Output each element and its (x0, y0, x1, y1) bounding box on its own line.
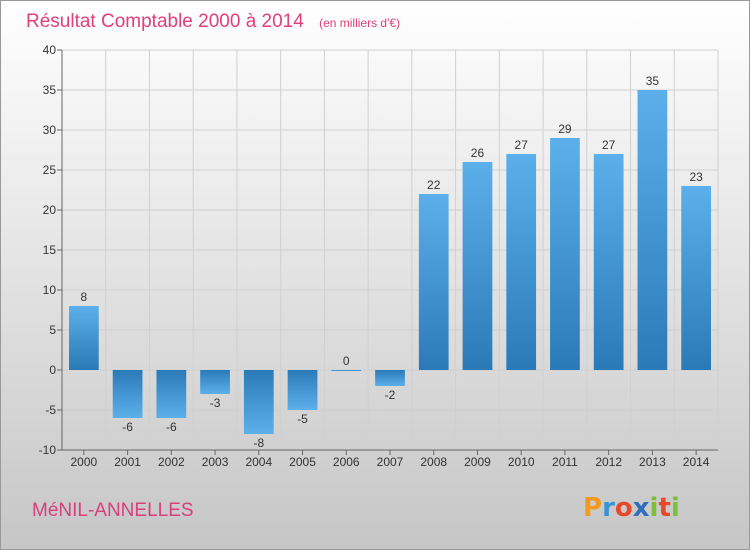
x-tick-label-2007: 2007 (377, 455, 404, 469)
data-label-2001: -6 (122, 420, 133, 434)
data-label-2002: -6 (166, 420, 177, 434)
bar-2010 (506, 154, 537, 370)
bar-2013 (637, 90, 668, 370)
y-tick-label: 0 (49, 363, 56, 377)
chart-subtitle: (en milliers d'€) (319, 16, 400, 30)
x-tick-label-2003: 2003 (202, 455, 229, 469)
logo-text: Proxiti (583, 493, 680, 523)
bar-2003 (200, 370, 230, 394)
data-label-2006: 0 (343, 354, 350, 368)
bar-2009 (462, 162, 493, 370)
y-tick-label: 30 (43, 123, 57, 137)
data-label-2007: -2 (385, 388, 396, 402)
y-tick-label: 15 (43, 243, 57, 257)
bar-2008 (418, 194, 449, 370)
y-tick-label: 10 (43, 283, 57, 297)
x-tick-label-2009: 2009 (464, 455, 491, 469)
x-tick-label-2005: 2005 (289, 455, 316, 469)
y-tick-label: -10 (39, 443, 57, 457)
x-tick-label-2014: 2014 (683, 455, 710, 469)
x-tick-label-2008: 2008 (420, 455, 447, 469)
x-tick-label-2001: 2001 (114, 455, 141, 469)
bar-2007 (375, 370, 405, 386)
y-tick-label: 40 (43, 43, 57, 57)
x-tick-label-2000: 2000 (71, 455, 98, 469)
y-tick-label: 5 (49, 323, 56, 337)
bar-2011 (550, 138, 580, 370)
place-name: MéNIL-ANNELLES (32, 500, 194, 521)
data-label-2004: -8 (253, 436, 264, 450)
data-label-2000: 8 (81, 290, 88, 304)
data-label-2009: 26 (471, 146, 485, 160)
y-tick-label: 20 (43, 203, 57, 217)
bar-2001 (112, 370, 143, 418)
x-tick-label-2002: 2002 (158, 455, 185, 469)
y-tick-label: -5 (45, 403, 56, 417)
bar-2002 (156, 370, 187, 418)
axis-layer: -10 -5 0 5 10 15 20 25 30 35 40 2000 2001 2002 2003 200… (39, 43, 718, 469)
bar-2014 (681, 186, 712, 370)
data-label-2010: 27 (515, 138, 529, 152)
data-label-2003: -3 (210, 396, 221, 410)
x-tick-label-2011: 2011 (552, 455, 578, 469)
data-label-2005: -5 (297, 412, 308, 426)
data-label-2013: 35 (646, 74, 660, 88)
data-label-2012: 27 (602, 138, 616, 152)
x-tick-label-2006: 2006 (333, 455, 360, 469)
bar-2012 (593, 154, 624, 370)
y-tick-label: 35 (43, 83, 57, 97)
bars-layer: 8 -6 -6 -3 -8 -5 0 -2 22 26 27 29 27 35 23 (68, 74, 712, 450)
bar-2000 (68, 306, 99, 370)
svg-text:Résultat Comptable 2000 à 2014: Résultat Comptable 2000 à 2014 (en milli… (26, 11, 400, 32)
x-tick-label-2013: 2013 (639, 455, 666, 469)
bar-2004 (243, 370, 274, 434)
x-tick-label-2010: 2010 (508, 455, 535, 469)
bar-2005 (287, 370, 318, 410)
data-label-2011: 29 (558, 122, 572, 136)
data-label-2014: 23 (689, 170, 703, 184)
chart-title: Résultat Comptable 2000 à 2014 (26, 11, 304, 32)
proxiti-logo: Proxiti (583, 493, 680, 523)
bar-2006 (331, 370, 362, 371)
x-tick-label-2004: 2004 (245, 455, 272, 469)
data-label-2008: 22 (427, 178, 441, 192)
y-tick-label: 25 (43, 163, 57, 177)
x-tick-label-2012: 2012 (595, 455, 622, 469)
